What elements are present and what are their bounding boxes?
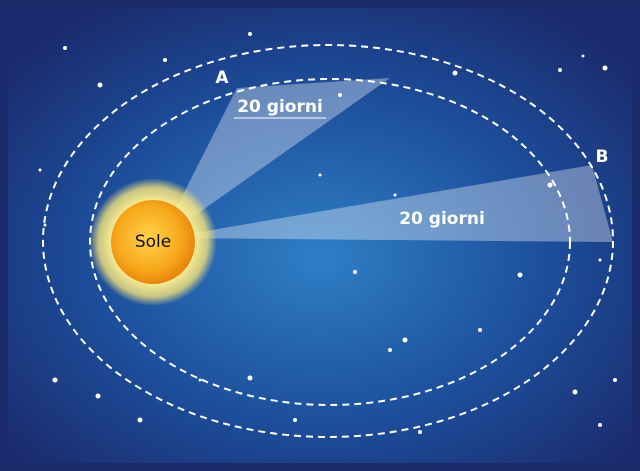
sun-label: Sole bbox=[135, 232, 171, 252]
diagram: Sole A B 20 giorni 20 giorni bbox=[0, 0, 640, 471]
point-a-label: A bbox=[215, 68, 229, 88]
page: Sole A B 20 giorni 20 giorni (() => { co… bbox=[0, 0, 640, 471]
sector-a-label: 20 giorni bbox=[237, 97, 323, 117]
point-b-label: B bbox=[596, 147, 609, 167]
sector-b-label: 20 giorni bbox=[399, 209, 485, 229]
